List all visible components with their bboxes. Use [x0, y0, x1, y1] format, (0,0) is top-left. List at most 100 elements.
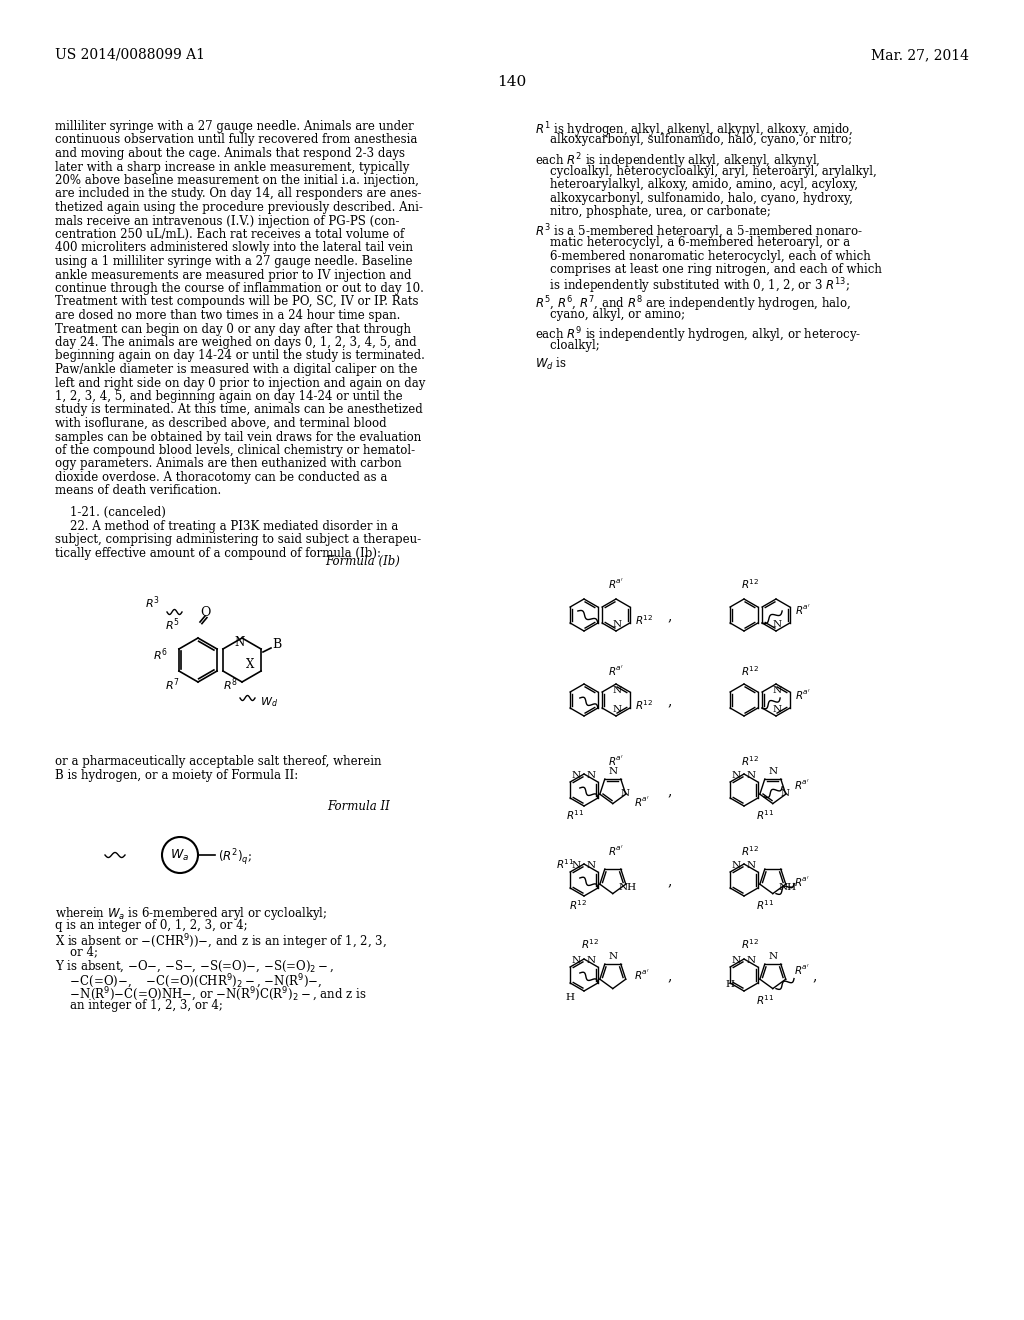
Text: nitro, phosphate, urea, or carbonate;: nitro, phosphate, urea, or carbonate; [535, 205, 771, 218]
Text: $R^{12}$: $R^{12}$ [740, 664, 759, 678]
Text: N: N [621, 788, 630, 797]
Text: X: X [246, 657, 254, 671]
Text: centration 250 uL/mL). Each rat receives a total volume of: centration 250 uL/mL). Each rat receives… [55, 228, 404, 242]
Text: $R^5$: $R^5$ [165, 616, 179, 634]
Text: later with a sharp increase in ankle measurement, typically: later with a sharp increase in ankle mea… [55, 161, 410, 173]
Text: $R^1$ is hydrogen, alkyl, alkenyl, alkynyl, alkoxy, amido,: $R^1$ is hydrogen, alkyl, alkenyl, alkyn… [535, 120, 854, 140]
Text: $R^{11}$: $R^{11}$ [556, 857, 575, 871]
Text: Y is absent, $-$O$-$, $-$S$-$, $-$S(=O)$-$, $-$S(=O)$_2-$,: Y is absent, $-$O$-$, $-$S$-$, $-$S(=O)$… [55, 960, 335, 974]
Text: $R^{a'}$: $R^{a'}$ [608, 754, 624, 768]
Text: $R^3$ is a 5-membered heteroaryl, a 5-membered nonaro-: $R^3$ is a 5-membered heteroaryl, a 5-me… [535, 223, 863, 242]
Text: $(R^2)_q$;: $(R^2)_q$; [218, 847, 252, 869]
Text: N: N [732, 861, 741, 870]
Text: wherein $W_a$ is 6-membered aryl or cycloalkyl;: wherein $W_a$ is 6-membered aryl or cycl… [55, 906, 328, 921]
Text: continue through the course of inflammation or out to day 10.: continue through the course of inflammat… [55, 282, 424, 294]
Text: N: N [772, 686, 781, 696]
Text: $R^{a'}$: $R^{a'}$ [795, 603, 811, 618]
Text: an integer of 1, 2, 3, or 4;: an integer of 1, 2, 3, or 4; [55, 999, 223, 1012]
Text: O: O [200, 606, 210, 619]
Text: and moving about the cage. Animals that respond 2-3 days: and moving about the cage. Animals that … [55, 147, 406, 160]
Text: $W_a$: $W_a$ [170, 847, 189, 862]
Text: ,: , [667, 784, 672, 799]
Text: $W_d$ is: $W_d$ is [535, 356, 567, 372]
Text: US 2014/0088099 A1: US 2014/0088099 A1 [55, 48, 205, 62]
Text: $R^{12}$: $R^{12}$ [740, 845, 759, 858]
Text: B: B [272, 638, 282, 651]
Text: NH: NH [779, 883, 797, 892]
Text: N: N [587, 771, 596, 780]
Text: $R^{11}$: $R^{11}$ [756, 993, 774, 1007]
Text: continuous observation until fully recovered from anesthesia: continuous observation until fully recov… [55, 133, 418, 147]
Text: N: N [772, 620, 781, 630]
Text: H: H [565, 993, 574, 1002]
Text: are dosed no more than two times in a 24 hour time span.: are dosed no more than two times in a 24… [55, 309, 400, 322]
Text: N: N [612, 620, 622, 630]
Text: N: N [746, 861, 756, 870]
Text: $R^{12}$: $R^{12}$ [581, 937, 599, 950]
Text: ,: , [667, 694, 672, 708]
Text: Mar. 27, 2014: Mar. 27, 2014 [871, 48, 969, 62]
Text: means of death verification.: means of death verification. [55, 484, 221, 498]
Text: q is an integer of 0, 1, 2, 3, or 4;: q is an integer of 0, 1, 2, 3, or 4; [55, 919, 248, 932]
Text: dioxide overdose. A thoracotomy can be conducted as a: dioxide overdose. A thoracotomy can be c… [55, 471, 387, 484]
Text: each $R^9$ is independently hydrogen, alkyl, or heterocy-: each $R^9$ is independently hydrogen, al… [535, 325, 861, 345]
Text: $R^{a'}$: $R^{a'}$ [795, 688, 811, 702]
Text: $R^{12}$: $R^{12}$ [740, 754, 759, 768]
Text: N: N [746, 771, 756, 780]
Text: are included in the study. On day 14, all responders are anes-: are included in the study. On day 14, al… [55, 187, 421, 201]
Text: is independently substituted with 0, 1, 2, or 3 $R^{13}$;: is independently substituted with 0, 1, … [535, 277, 850, 296]
Text: 140: 140 [498, 75, 526, 88]
Text: N: N [571, 771, 581, 780]
Text: $-$C(=O)$-$,    $-$C(=O)(CHR$^9$)$_2-$, $-$N(R$^9$)$-$,: $-$C(=O)$-$, $-$C(=O)(CHR$^9$)$_2-$, $-$… [55, 973, 323, 990]
Text: tically effective amount of a compound of formula (Ib):: tically effective amount of a compound o… [55, 546, 381, 560]
Text: cycloalkyl, heterocycloalkyl, aryl, heteroaryl, arylalkyl,: cycloalkyl, heterocycloalkyl, aryl, hete… [535, 165, 877, 178]
Text: N: N [587, 861, 596, 870]
Text: ankle measurements are measured prior to IV injection and: ankle measurements are measured prior to… [55, 268, 412, 281]
Text: N: N [234, 636, 245, 649]
Text: $R^{12}$: $R^{12}$ [635, 698, 653, 711]
Text: $R^{a'}$: $R^{a'}$ [794, 962, 810, 977]
Text: 6-membered nonaromatic heterocyclyl, each of which: 6-membered nonaromatic heterocyclyl, eac… [535, 249, 870, 263]
Text: B is hydrogen, or a moiety of Formula II:: B is hydrogen, or a moiety of Formula II… [55, 768, 298, 781]
Text: $R^8$: $R^8$ [222, 677, 238, 693]
Text: $R^{12}$: $R^{12}$ [740, 577, 759, 591]
Text: $R^7$: $R^7$ [165, 677, 179, 693]
Text: 400 microliters administered slowly into the lateral tail vein: 400 microliters administered slowly into… [55, 242, 413, 255]
Text: $R^{a'}$: $R^{a'}$ [794, 875, 810, 890]
Text: mals receive an intravenous (I.V.) injection of PG-PS (con-: mals receive an intravenous (I.V.) injec… [55, 214, 399, 227]
Text: thetized again using the procedure previously described. Ani-: thetized again using the procedure previ… [55, 201, 423, 214]
Text: 1, 2, 3, 4, 5, and beginning again on day 14-24 or until the: 1, 2, 3, 4, 5, and beginning again on da… [55, 389, 402, 403]
Text: X is absent or $-$(CHR$^9$))$-$, and z is an integer of 1, 2, 3,: X is absent or $-$(CHR$^9$))$-$, and z i… [55, 932, 387, 952]
Text: cloalkyl;: cloalkyl; [535, 339, 600, 351]
Text: N: N [746, 956, 756, 965]
Text: ogy parameters. Animals are then euthanized with carbon: ogy parameters. Animals are then euthani… [55, 458, 401, 470]
Text: $-$N(R$^9$)$-$C(=O)NH$-$, or $-$N(R$^9$)C(R$^9$)$_2-$, and z is: $-$N(R$^9$)$-$C(=O)NH$-$, or $-$N(R$^9$)… [55, 986, 367, 1005]
Text: N: N [732, 956, 741, 965]
Text: ,: , [812, 969, 816, 983]
Text: Treatment with test compounds will be PO, SC, IV or IP. Rats: Treatment with test compounds will be PO… [55, 296, 419, 309]
Text: N: N [571, 861, 581, 870]
Text: samples can be obtained by tail vein draws for the evaluation: samples can be obtained by tail vein dra… [55, 430, 421, 444]
Text: $R^{12}$: $R^{12}$ [635, 612, 653, 627]
Text: heteroarylalkyl, alkoxy, amido, amino, acyl, acyloxy,: heteroarylalkyl, alkoxy, amido, amino, a… [535, 178, 858, 191]
Text: comprises at least one ring nitrogen, and each of which: comprises at least one ring nitrogen, an… [535, 263, 882, 276]
Text: N: N [612, 686, 622, 696]
Text: 1-21. (canceled): 1-21. (canceled) [55, 506, 166, 519]
Text: of the compound blood levels, clinical chemistry or hematol-: of the compound blood levels, clinical c… [55, 444, 415, 457]
Text: $R^{11}$: $R^{11}$ [756, 898, 774, 912]
Text: $R^{a'}$: $R^{a'}$ [634, 968, 650, 982]
Text: or a pharmaceutically acceptable salt thereof, wherein: or a pharmaceutically acceptable salt th… [55, 755, 382, 768]
Text: N: N [768, 767, 777, 776]
Text: $R^{12}$: $R^{12}$ [740, 937, 759, 950]
Text: N: N [732, 771, 741, 780]
Text: $R^{a'}$: $R^{a'}$ [608, 577, 624, 591]
Text: N: N [612, 705, 622, 714]
Text: $R^6$: $R^6$ [154, 647, 168, 664]
Text: $R^{12}$: $R^{12}$ [568, 898, 587, 912]
Text: day 24. The animals are weighed on days 0, 1, 2, 3, 4, 5, and: day 24. The animals are weighed on days … [55, 337, 417, 348]
Text: 22. A method of treating a PI3K mediated disorder in a: 22. A method of treating a PI3K mediated… [55, 520, 398, 532]
Text: N: N [571, 956, 581, 965]
Text: Paw/ankle diameter is measured with a digital caliper on the: Paw/ankle diameter is measured with a di… [55, 363, 418, 376]
Text: Formula (Ib): Formula (Ib) [326, 554, 400, 568]
Text: H: H [725, 979, 734, 989]
